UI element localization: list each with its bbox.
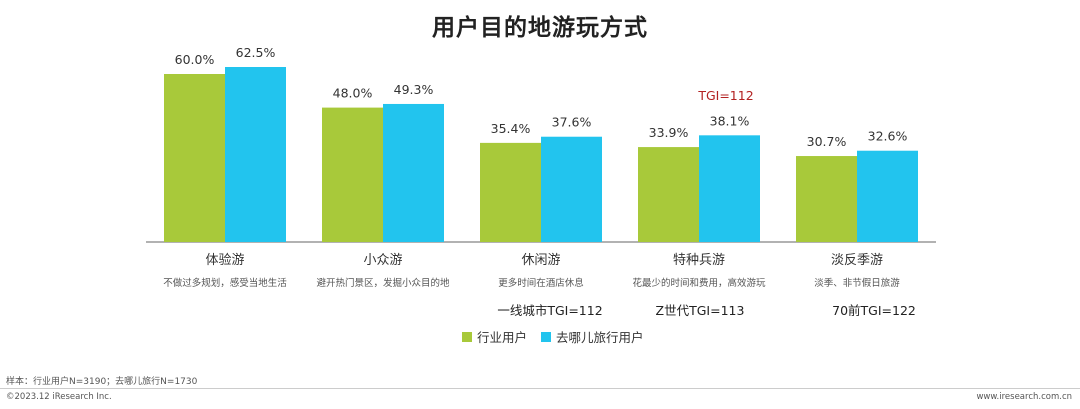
category-label-3: 特种兵游 [672,253,726,268]
category-description-0: 不做过多规划，感受当地生活 [163,278,287,289]
data-label-industry-1: 48.0% [333,86,373,101]
bar-industry-4 [796,156,857,242]
tgi-note-gen-z: Z世代TGI=113 [655,303,745,318]
bar-industry-2 [480,142,541,242]
data-label-industry-4: 30.7% [807,134,847,149]
bar-qunar-1 [383,103,444,243]
data-label-qunar-2: 37.6% [552,115,592,130]
legend-item-industry: 行业用户 [462,327,527,346]
legend-label-industry: 行业用户 [477,330,528,345]
category-description-1: 避开热门景区，发掘小众目的地 [316,278,450,289]
category-description-4: 淡季、非节假日旅游 [814,278,900,289]
sample-note: 样本：行业用户N=3190；去哪儿旅行N=1730 [6,377,198,387]
tgi-callout: TGI=112 [698,88,754,103]
site-url: www.iresearch.com.cn [976,392,1072,402]
legend-label-qunar: 去哪儿旅行用户 [556,330,644,345]
bar-qunar-4 [857,150,918,242]
data-label-industry-2: 35.4% [491,121,531,136]
legend-swatch-industry [462,331,472,342]
category-label-0: 体验游 [205,253,245,268]
bar-industry-3 [638,147,699,242]
category-description-3: 花最少的时间和费用，高效游玩 [632,278,766,289]
data-label-qunar-3: 38.1% [710,113,750,128]
data-label-qunar-4: 32.6% [868,129,908,144]
data-label-industry-0: 60.0% [175,52,215,67]
bar-industry-0 [164,74,225,242]
tgi-note-tier1-city: 一线城市TGI=112 [497,303,603,318]
chart-legend: 行业用户 去哪儿旅行用户 [462,327,644,346]
category-label-4: 淡反季游 [830,253,884,268]
bar-qunar-2 [541,136,602,242]
legend-item-qunar: 去哪儿旅行用户 [541,327,644,346]
bar-industry-1 [322,107,383,242]
tgi-note-pre-70s: 70前TGI=122 [832,303,916,318]
copyright-text: ©2023.12 iResearch Inc. [6,392,112,402]
category-label-2: 休闲游 [521,253,561,268]
data-label-qunar-1: 49.3% [394,82,434,97]
category-label-1: 小众游 [363,253,403,268]
category-description-2: 更多时间在酒店休息 [498,278,584,289]
bar-qunar-3 [699,135,760,242]
bar-qunar-0 [225,67,286,242]
data-label-industry-3: 33.9% [649,125,689,140]
footer-divider [0,388,1080,389]
data-label-qunar-0: 62.5% [236,45,276,60]
chart-title: 用户目的地游玩方式 [432,15,648,41]
legend-swatch-qunar [541,331,552,342]
